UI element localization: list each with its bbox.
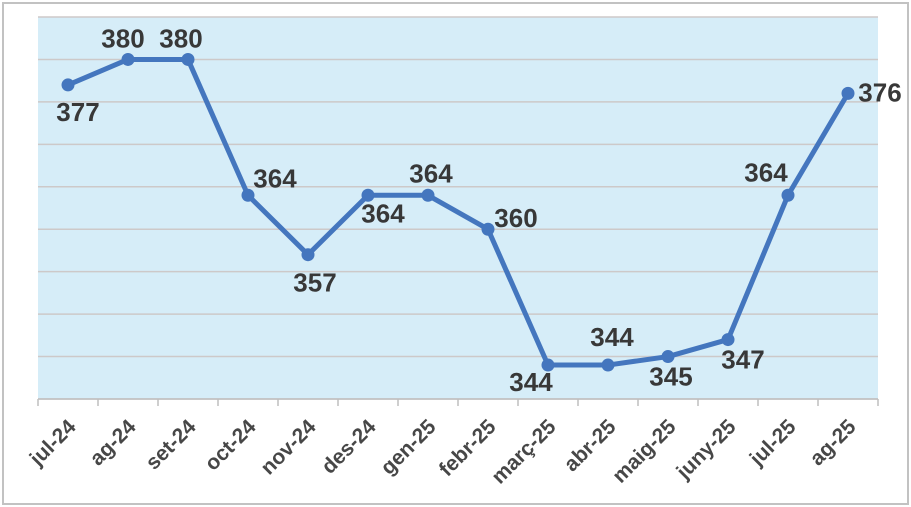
data-label: 347	[721, 345, 764, 375]
data-point[interactable]	[841, 86, 855, 100]
data-point[interactable]	[301, 248, 315, 262]
data-label: 380	[101, 23, 144, 53]
data-point[interactable]	[361, 188, 375, 202]
x-axis-label: gen-25	[376, 415, 440, 479]
plot-area	[38, 17, 878, 399]
data-point[interactable]	[421, 188, 435, 202]
x-axis-label: des-24	[317, 415, 381, 479]
data-point[interactable]	[241, 188, 255, 202]
data-label: 377	[56, 97, 99, 127]
data-point[interactable]	[661, 350, 675, 364]
x-axis-label: jul-25	[745, 415, 801, 471]
data-label: 364	[744, 157, 788, 187]
x-axis-label: juny-25	[672, 415, 741, 484]
data-label: 357	[293, 268, 336, 298]
data-label: 364	[253, 163, 297, 193]
data-label: 380	[159, 23, 202, 53]
x-axis-label: ag-25	[805, 415, 860, 470]
data-point[interactable]	[721, 333, 735, 347]
data-point[interactable]	[181, 52, 195, 66]
data-point[interactable]	[481, 222, 495, 236]
x-axis-label: març-25	[487, 415, 560, 488]
data-label: 364	[361, 198, 405, 228]
x-axis-label: set-24	[141, 415, 200, 474]
x-axis-label: jul-24	[25, 415, 81, 471]
x-axis-label: nov-24	[256, 415, 320, 479]
x-axis-label: maig-25	[608, 415, 681, 488]
data-point[interactable]	[781, 188, 795, 202]
data-label: 344	[509, 367, 553, 397]
data-label: 344	[590, 322, 634, 352]
series-line	[65, 56, 851, 368]
data-label: 364	[409, 158, 453, 188]
data-point[interactable]	[121, 52, 135, 66]
data-point[interactable]	[541, 358, 555, 372]
x-axis-label: oct-24	[201, 415, 261, 475]
data-point[interactable]	[61, 78, 75, 92]
data-label: 376	[858, 77, 901, 107]
x-axis-label: ag-24	[85, 415, 140, 470]
data-label: 345	[649, 362, 692, 392]
data-point[interactable]	[601, 358, 615, 372]
data-label: 360	[494, 203, 537, 233]
